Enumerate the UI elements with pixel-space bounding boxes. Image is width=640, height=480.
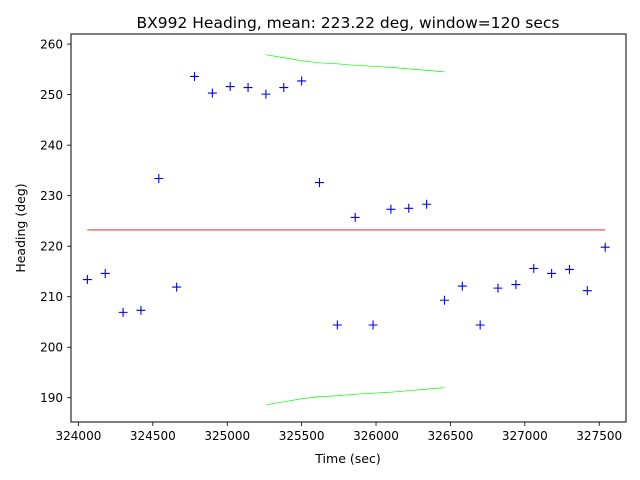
- y-tick-label: 260: [40, 37, 63, 51]
- data-point: [279, 83, 289, 93]
- plot-area: [82, 54, 610, 406]
- data-point: [243, 83, 253, 93]
- x-tick-label: 325500: [279, 429, 325, 443]
- x-tick-label: 324500: [130, 429, 176, 443]
- data-point: [261, 89, 271, 99]
- y-tick-label: 220: [40, 239, 63, 253]
- data-point: [207, 88, 217, 98]
- x-axis-label: Time (sec): [314, 451, 380, 466]
- data-point: [564, 264, 574, 274]
- data-point: [529, 263, 539, 273]
- x-axis: 324000 324500 325000 325500 326000 326500 3270…: [56, 422, 622, 443]
- y-tick-label: 230: [40, 189, 63, 203]
- data-point: [404, 203, 414, 213]
- data-point: [547, 268, 557, 278]
- y-tick-label: 200: [40, 341, 63, 355]
- y-axis-label: Heading (deg): [13, 183, 28, 272]
- data-point: [189, 71, 199, 81]
- y-axis: 190 200 210 220 230 240 250 260: [40, 37, 71, 405]
- data-point: [100, 268, 110, 278]
- data-point: [493, 283, 503, 293]
- data-point: [582, 286, 592, 296]
- upper-band-line: [265, 54, 445, 73]
- data-point: [297, 76, 307, 86]
- data-point: [225, 82, 235, 92]
- chart-title: BX992 Heading, mean: 223.22 deg, window=…: [137, 14, 560, 32]
- data-point: [457, 281, 467, 291]
- data-point: [511, 280, 521, 290]
- data-point: [332, 320, 342, 330]
- data-point: [422, 199, 432, 209]
- x-tick-label: 325000: [204, 429, 250, 443]
- data-point: [118, 307, 128, 317]
- y-tick-label: 210: [40, 290, 63, 304]
- y-tick-label: 190: [40, 391, 63, 405]
- data-point: [136, 305, 146, 315]
- plot-frame: [70, 33, 627, 423]
- data-point: [172, 282, 182, 292]
- y-tick-label: 240: [40, 138, 63, 152]
- data-point: [386, 204, 396, 214]
- data-point: [368, 320, 378, 330]
- x-tick-label: 326000: [353, 429, 399, 443]
- data-point: [475, 320, 485, 330]
- data-point: [350, 212, 360, 222]
- x-tick-label: 324000: [56, 429, 102, 443]
- x-tick-label: 327000: [502, 429, 548, 443]
- x-tick-label: 326500: [428, 429, 474, 443]
- data-point: [600, 242, 610, 252]
- data-point: [439, 295, 449, 305]
- data-point: [82, 275, 92, 285]
- lower-band-line: [265, 387, 445, 406]
- data-point: [154, 173, 164, 183]
- x-tick-label: 327500: [576, 429, 622, 443]
- data-point: [314, 178, 324, 188]
- y-tick-label: 250: [40, 88, 63, 102]
